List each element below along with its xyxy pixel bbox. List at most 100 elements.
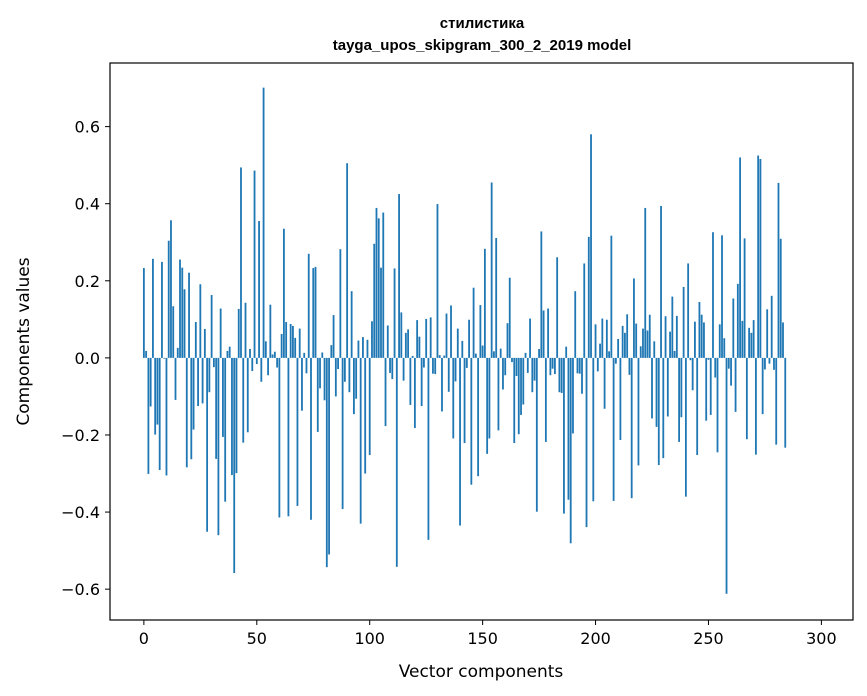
bar <box>773 357 775 370</box>
bar <box>357 340 360 358</box>
bar <box>628 357 631 375</box>
bar <box>323 357 326 401</box>
y-axis-ticks: −0.6 −0.4 −0.2 0.0 0.2 0.4 0.6 <box>61 118 110 599</box>
chart-title: стилистика <box>440 15 525 32</box>
bar <box>488 357 491 439</box>
bar <box>463 357 466 444</box>
bar <box>705 357 708 421</box>
bar <box>583 263 586 358</box>
bar <box>515 357 518 376</box>
bar <box>549 357 552 376</box>
bar <box>194 322 197 358</box>
bar <box>610 235 613 358</box>
bar <box>730 357 732 386</box>
bar <box>556 257 559 358</box>
bar <box>596 357 599 372</box>
y-tick-label: 0.6 <box>75 118 100 137</box>
bar <box>657 357 660 466</box>
bar <box>624 332 626 358</box>
bar <box>646 330 649 358</box>
bar <box>759 158 762 358</box>
bar <box>499 348 502 358</box>
bar <box>314 266 317 358</box>
bar <box>481 345 484 358</box>
bar <box>384 357 387 427</box>
bar <box>594 324 597 358</box>
bar <box>567 357 570 500</box>
bar-series <box>142 87 787 594</box>
bar <box>282 228 285 358</box>
bar <box>691 357 694 391</box>
bar <box>310 357 312 520</box>
y-tick-label: −0.4 <box>61 503 100 522</box>
plot-area-frame <box>109 62 854 621</box>
bar <box>432 357 434 374</box>
bar <box>540 231 543 358</box>
bar <box>212 357 215 368</box>
bar <box>240 167 242 358</box>
bar <box>215 357 218 459</box>
bar <box>145 350 148 358</box>
bar <box>585 357 588 528</box>
bar <box>592 357 595 502</box>
bar <box>678 357 681 442</box>
bar <box>524 352 527 358</box>
y-tick-label: −0.6 <box>61 580 100 599</box>
bar <box>375 207 378 358</box>
bar <box>748 327 751 358</box>
bar <box>727 357 730 369</box>
bar <box>436 204 439 358</box>
bar <box>305 357 308 374</box>
bar <box>553 357 556 375</box>
bar <box>757 155 760 358</box>
bar <box>158 357 161 471</box>
bar <box>233 357 236 573</box>
bar <box>359 357 362 524</box>
bar <box>544 357 547 442</box>
bar <box>664 316 667 358</box>
bar <box>380 267 382 358</box>
bar <box>163 357 166 359</box>
bar <box>382 212 385 358</box>
bar <box>368 357 371 456</box>
bar <box>154 357 157 435</box>
chart-subtitle: tayga_upos_skipgram_300_2_2019 model <box>333 37 632 54</box>
bar <box>660 206 662 358</box>
bar <box>508 277 511 358</box>
bar <box>533 357 536 381</box>
bar <box>231 357 233 476</box>
bar <box>362 337 364 358</box>
bar <box>152 258 154 358</box>
bar <box>296 357 299 506</box>
bar <box>443 355 446 358</box>
bar <box>179 259 181 358</box>
bar <box>718 324 721 358</box>
bar <box>249 349 251 358</box>
bar <box>752 320 755 358</box>
bar <box>350 291 353 358</box>
bar <box>721 235 723 358</box>
bar <box>517 357 520 435</box>
bar <box>599 343 601 358</box>
bar <box>578 357 581 374</box>
bar <box>366 339 369 358</box>
bar <box>675 315 678 358</box>
bar <box>736 283 739 358</box>
bar <box>779 238 782 358</box>
bar <box>694 321 696 358</box>
bar <box>271 354 274 358</box>
bar <box>228 346 231 358</box>
bar <box>371 321 373 358</box>
bar <box>260 357 263 382</box>
bar <box>723 338 726 358</box>
bar <box>142 268 145 358</box>
bar <box>147 357 150 474</box>
bar <box>181 267 184 358</box>
bar <box>743 238 746 358</box>
bar <box>253 170 256 358</box>
bar <box>671 296 674 358</box>
bar <box>425 318 428 358</box>
bar <box>739 157 741 358</box>
bar <box>395 357 398 567</box>
